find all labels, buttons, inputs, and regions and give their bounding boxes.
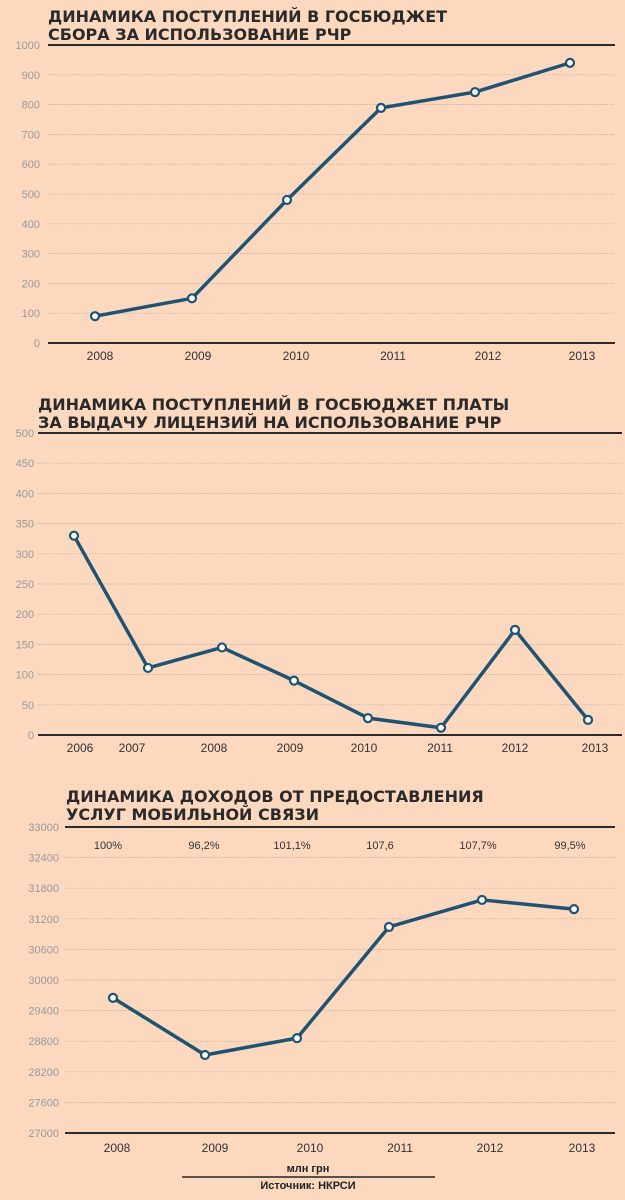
series-line	[72, 534, 590, 730]
y-tick-label: 350	[16, 519, 34, 531]
x-tick-label: 2006	[67, 741, 94, 755]
x-tick-label: 2013	[569, 1141, 596, 1155]
chart-title-line: ДИНАМИКА ПОСТУПЛЕНИЙ В ГОСБЮДЖЕТ ПЛАТЫ	[38, 395, 509, 414]
x-tick-label: 2007	[119, 741, 146, 755]
y-tick-label: 28200	[28, 1067, 59, 1079]
y-tick-label: 700	[22, 129, 40, 141]
y-tick-label: 100	[16, 670, 34, 682]
data-point	[383, 921, 395, 933]
x-tick-label: 2012	[502, 741, 529, 755]
unit-label: млн грн	[287, 1163, 330, 1175]
y-tick-label: 31800	[28, 883, 59, 895]
x-tick-label: 2008	[104, 1141, 131, 1155]
data-point	[89, 311, 101, 322]
data-point	[142, 662, 154, 674]
x-tick-label: 2013	[582, 741, 609, 755]
y-tick-label: 300	[22, 249, 40, 261]
data-point	[469, 86, 481, 98]
y-tick-label: 900	[22, 70, 40, 82]
y-tick-label: 0	[28, 730, 34, 742]
y-tick-label: 33000	[28, 822, 59, 834]
chart-title-line: ДИНАМИКА ПОСТУПЛЕНИЙ В ГОСБЮДЖЕТ	[48, 7, 447, 26]
growth-annotation: 107,7%	[459, 840, 497, 852]
data-point	[199, 1049, 211, 1061]
x-tick-label: 2012	[475, 349, 502, 363]
y-tick-label: 500	[22, 189, 40, 201]
data-point	[568, 904, 580, 915]
y-tick-label: 200	[16, 609, 34, 621]
y-tick-label: 30600	[28, 944, 59, 956]
data-point	[291, 1033, 303, 1044]
source-label: Источник: НКРСИ	[260, 1180, 355, 1192]
growth-annotation: 101,1%	[273, 840, 311, 852]
x-tick-label: 2008	[87, 349, 114, 363]
data-point	[476, 894, 488, 906]
y-tick-label: 400	[22, 219, 40, 231]
y-tick-label: 30000	[28, 975, 59, 987]
y-tick-label: 32400	[28, 853, 59, 865]
data-point	[186, 293, 198, 304]
series-line	[94, 61, 571, 318]
x-tick-label: 2011	[427, 741, 453, 755]
y-tick-label: 27000	[28, 1128, 59, 1140]
y-tick-label: 150	[16, 639, 34, 651]
chart-title-line: УСЛУГ МОБИЛЬНОЙ СВЯЗИ	[66, 805, 319, 824]
data-point	[509, 624, 521, 636]
x-tick-label: 2012	[477, 1141, 504, 1155]
data-point	[281, 194, 293, 206]
data-point	[288, 675, 300, 686]
chart-2: ДИНАМИКА ПОСТУПЛЕНИЙ В ГОСБЮДЖЕТ ПЛАТЫЗА…	[16, 395, 622, 755]
x-tick-label: 2009	[185, 349, 212, 363]
data-point	[216, 642, 228, 653]
y-tick-label: 31200	[28, 914, 59, 926]
x-tick-label: 2010	[351, 741, 378, 755]
x-tick-label: 2010	[297, 1141, 324, 1155]
chart-title-line: ЗА ВЫДАЧУ ЛИЦЕНЗИЙ НА ИСПОЛЬЗОВАНИЕ РЧР	[38, 413, 502, 432]
data-point	[435, 722, 447, 733]
data-point	[564, 57, 576, 68]
x-tick-label: 2008	[201, 741, 228, 755]
data-point	[375, 102, 387, 113]
x-tick-label: 2013	[569, 349, 596, 363]
y-tick-label: 450	[16, 458, 34, 470]
y-tick-label: 250	[16, 579, 34, 591]
growth-annotation: 107,6	[366, 840, 394, 852]
data-point	[582, 714, 594, 726]
y-tick-label: 29400	[28, 1006, 59, 1018]
y-tick-label: 200	[22, 278, 40, 290]
y-tick-label: 500	[16, 428, 34, 440]
chart-3: ДИНАМИКА ДОХОДОВ ОТ ПРЕДОСТАВЛЕНИЯУСЛУГ …	[28, 787, 615, 1155]
x-tick-label: 2011	[387, 1141, 413, 1155]
series-line	[112, 898, 575, 1057]
data-point	[362, 712, 374, 724]
y-tick-label: 1000	[16, 40, 40, 52]
x-tick-label: 2009	[277, 741, 304, 755]
growth-annotation: 100%	[94, 840, 122, 852]
y-tick-label: 600	[22, 159, 40, 171]
chart-title-line: СБОРА ЗА ИСПОЛЬЗОВАНИЕ РЧР	[48, 25, 352, 44]
growth-annotation: 99,5%	[554, 840, 585, 852]
data-point	[107, 992, 119, 1003]
y-tick-label: 50	[22, 700, 34, 712]
growth-annotation: 96,2%	[188, 840, 219, 852]
y-tick-label: 0	[34, 338, 40, 350]
data-point	[68, 530, 80, 541]
y-tick-label: 300	[16, 549, 34, 561]
y-tick-label: 800	[22, 100, 40, 112]
x-tick-label: 2010	[283, 349, 310, 363]
y-tick-label: 400	[16, 488, 34, 500]
x-tick-label: 2011	[380, 349, 406, 363]
y-tick-label: 27600	[28, 1097, 59, 1109]
x-tick-label: 2009	[202, 1141, 229, 1155]
chart-title-line: ДИНАМИКА ДОХОДОВ ОТ ПРЕДОСТАВЛЕНИЯ	[66, 787, 484, 806]
y-tick-label: 100	[22, 308, 40, 320]
y-tick-label: 28800	[28, 1036, 59, 1048]
